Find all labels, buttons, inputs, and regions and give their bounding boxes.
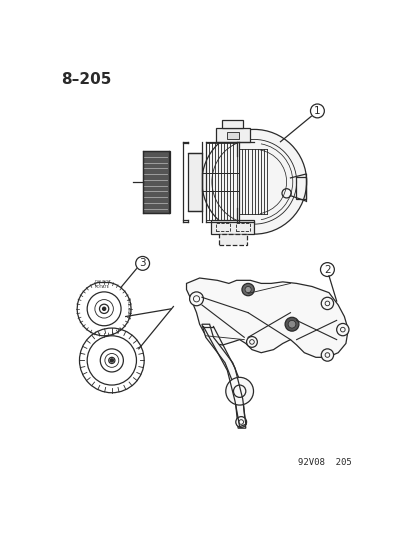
Text: CLOCKWISE: CLOCKWISE <box>126 297 129 320</box>
Circle shape <box>225 377 253 405</box>
Polygon shape <box>201 324 245 428</box>
Bar <box>222 120 243 128</box>
Circle shape <box>110 359 113 362</box>
Text: 1: 1 <box>313 106 320 116</box>
Text: DO NOT
ROTATE: DO NOT ROTATE <box>94 280 110 289</box>
Text: 2: 2 <box>323 264 330 274</box>
Bar <box>295 177 305 199</box>
Bar <box>188 152 201 211</box>
Circle shape <box>189 292 203 306</box>
Circle shape <box>246 336 257 348</box>
Bar <box>235 223 249 231</box>
Text: 92V08  205: 92V08 205 <box>298 458 351 467</box>
Circle shape <box>102 308 105 310</box>
Polygon shape <box>186 278 347 357</box>
Circle shape <box>288 320 295 328</box>
Bar <box>218 234 246 245</box>
Text: 8–205: 8–205 <box>61 72 111 87</box>
Bar <box>215 223 229 231</box>
Bar <box>215 128 249 142</box>
Circle shape <box>336 324 348 336</box>
Circle shape <box>201 130 306 234</box>
Bar <box>226 132 238 140</box>
Bar <box>211 220 254 234</box>
Circle shape <box>320 349 333 361</box>
Circle shape <box>235 417 246 427</box>
Circle shape <box>241 284 254 296</box>
Circle shape <box>284 317 298 331</box>
Text: 3: 3 <box>139 259 145 269</box>
Circle shape <box>245 287 251 293</box>
Bar <box>142 151 169 213</box>
Circle shape <box>320 297 333 310</box>
